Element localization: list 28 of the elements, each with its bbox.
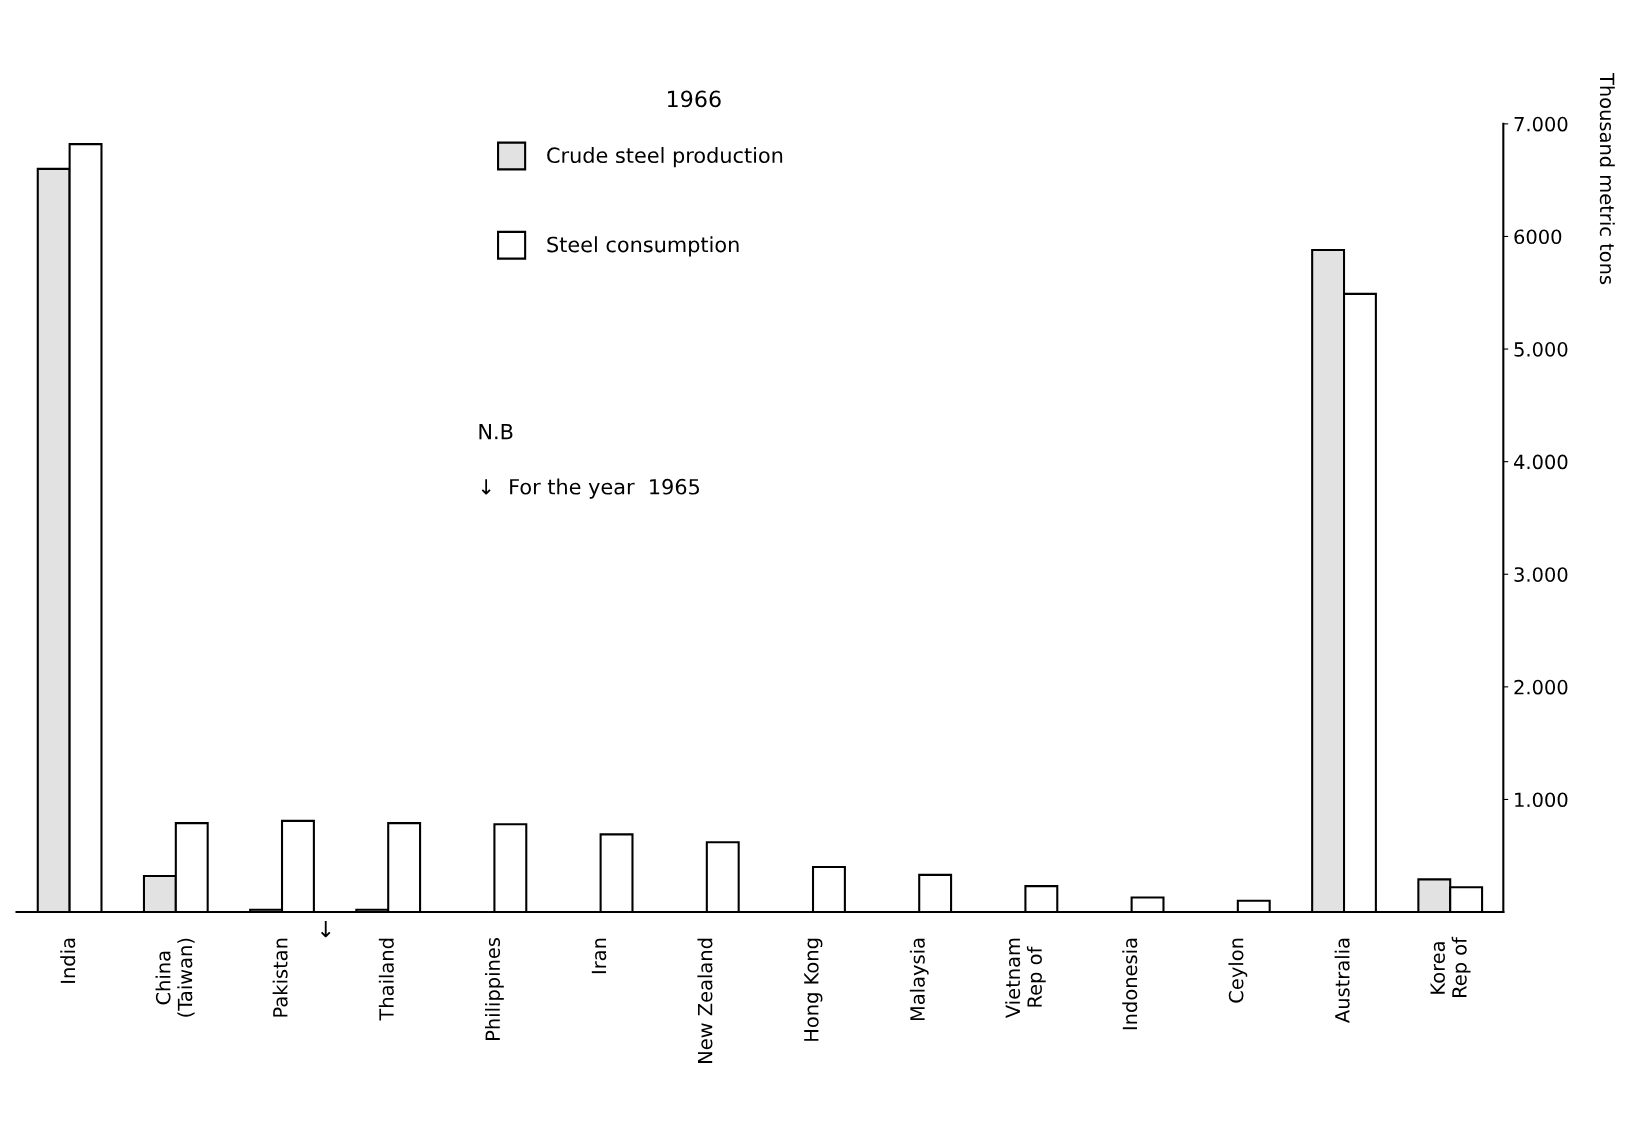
x-tick-label: Korea Rep of (1430, 936, 1471, 998)
y-axis-title: Thousand metric tons (1599, 72, 1615, 285)
x-tick-label: Iran (591, 938, 607, 974)
y-tick-label: 1.000 (1515, 792, 1568, 808)
x-tick-label: Thailand (378, 938, 394, 1021)
x-tick-label: Malaysia (909, 938, 929, 1021)
y-tick-label: 3.000 (1514, 567, 1568, 582)
y-tick-label: 6000 (1514, 229, 1562, 245)
annotation: N.B (479, 423, 513, 440)
legend-label: Steel consumption (547, 236, 739, 257)
chart-title: 1966 (668, 90, 721, 108)
y-tick-label: 4.000 (1513, 454, 1568, 470)
x-tick-label: New Zealand (697, 938, 713, 1063)
x-tick-label: Indonesia (1122, 938, 1138, 1030)
annotation: ↓ For the year 1965 (481, 478, 700, 499)
y-tick-label: 7.000 (1514, 116, 1568, 132)
x-tick-label: Hong Kong (804, 938, 823, 1041)
x-tick-label: Pakistan (272, 938, 288, 1017)
annotation: ↓ (320, 921, 331, 938)
y-tick-label: 2.000 (1514, 679, 1568, 695)
x-tick-label: Vietnam Rep of (1005, 938, 1046, 1018)
legend-label: Crude steel production (547, 146, 783, 168)
x-tick-label: India (60, 938, 76, 983)
x-tick-label: Australia (1334, 938, 1350, 1023)
x-tick-label: China (Taiwan) (155, 938, 195, 1017)
x-tick-label: Ceylon (1228, 938, 1248, 1003)
y-tick-label: 5.000 (1514, 342, 1568, 357)
x-tick-label: Philippines (485, 938, 504, 1040)
